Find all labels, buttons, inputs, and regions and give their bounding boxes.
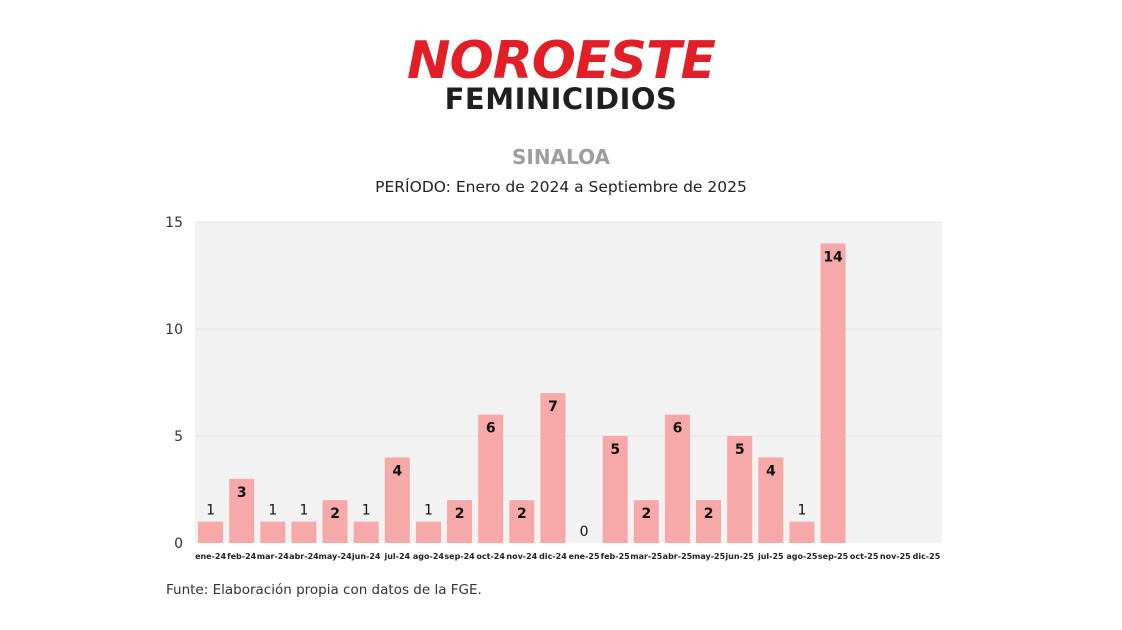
- x-tick-label: dic-24: [539, 552, 567, 561]
- chart-title: SINALOA: [511, 145, 611, 169]
- value-label: 6: [673, 421, 683, 437]
- bar: [820, 243, 846, 543]
- bar: [198, 521, 224, 543]
- value-label: 6: [486, 421, 496, 437]
- y-tick-label: 5: [174, 429, 183, 445]
- value-label: 1: [424, 503, 433, 519]
- bar: [602, 436, 628, 543]
- x-tick-label: feb-24: [227, 552, 257, 561]
- value-label: 0: [580, 524, 589, 540]
- bar: [789, 521, 815, 543]
- x-tick-label: oct-24: [476, 552, 505, 561]
- bar: [353, 521, 379, 543]
- bar: [727, 436, 753, 543]
- logo-wordmark: NOROESTE: [407, 31, 715, 86]
- value-label: 2: [455, 506, 465, 522]
- value-label: 2: [330, 506, 340, 522]
- value-label: 3: [237, 485, 247, 501]
- x-tick-label: abr-24: [289, 552, 319, 561]
- bar: [478, 414, 504, 543]
- y-tick-label: 10: [165, 322, 183, 338]
- chart-subtitle: PERÍODO: Enero de 2024 a Septiembre de 2…: [375, 178, 747, 196]
- bar: [384, 457, 410, 543]
- bar: [447, 500, 473, 543]
- y-tick-label: 15: [165, 215, 183, 231]
- logo-graphic: NOROESTE: [407, 31, 716, 86]
- bar: [633, 500, 659, 543]
- value-label: 7: [548, 399, 558, 415]
- x-tick-label: jun-24: [351, 552, 381, 561]
- source-note: Funte: Elaboración propia con datos de l…: [166, 582, 482, 598]
- x-tick-label: nov-25: [880, 552, 911, 561]
- x-tick-label: nov-24: [506, 552, 537, 561]
- bar: [291, 521, 317, 543]
- x-tick-label: may-25: [692, 552, 726, 561]
- x-tick-label: sep-24: [444, 552, 475, 561]
- bar: [758, 457, 784, 543]
- x-tick-label: may-24: [318, 552, 352, 561]
- x-tick-label: mar-25: [630, 552, 663, 561]
- bar: [260, 521, 286, 543]
- bar: [322, 500, 348, 543]
- value-label: 2: [641, 506, 651, 522]
- noroeste-logo: NOROESTE: [0, 30, 1122, 86]
- bar: [509, 500, 535, 543]
- value-label: 14: [823, 249, 843, 265]
- value-label: 1: [797, 503, 806, 519]
- x-tick-label: feb-25: [601, 552, 631, 561]
- value-label: 1: [299, 503, 308, 519]
- x-tick-label: ago-24: [413, 552, 445, 561]
- bar: [229, 478, 255, 543]
- x-tick-label: ago-25: [786, 552, 818, 561]
- bar: [664, 414, 690, 543]
- x-tick-label: ene-24: [195, 552, 226, 561]
- value-label: 4: [392, 463, 402, 479]
- value-label: 1: [206, 503, 215, 519]
- value-label: 4: [766, 463, 776, 479]
- x-tick-label: dic-25: [913, 552, 941, 561]
- bar: [415, 521, 441, 543]
- value-label: 5: [610, 442, 620, 458]
- value-label: 2: [517, 506, 527, 522]
- value-label: 2: [704, 506, 714, 522]
- x-tick-label: jul-25: [757, 552, 784, 561]
- x-tick-label: sep-25: [818, 552, 849, 561]
- bar: [696, 500, 722, 543]
- x-tick-label: jun-25: [724, 552, 754, 561]
- x-tick-label: oct-25: [850, 552, 879, 561]
- value-label: 5: [735, 442, 745, 458]
- headline: FEMINICIDIOS: [444, 82, 678, 116]
- x-tick-label: ene-25: [569, 552, 600, 561]
- value-label: 1: [362, 503, 371, 519]
- x-tick-label: mar-24: [257, 552, 290, 561]
- value-label: 1: [268, 503, 277, 519]
- y-tick-label: 0: [174, 536, 183, 552]
- plot-area: [195, 222, 942, 543]
- x-tick-label: jul-24: [383, 552, 410, 561]
- bar: [540, 393, 566, 543]
- x-tick-label: abr-25: [663, 552, 693, 561]
